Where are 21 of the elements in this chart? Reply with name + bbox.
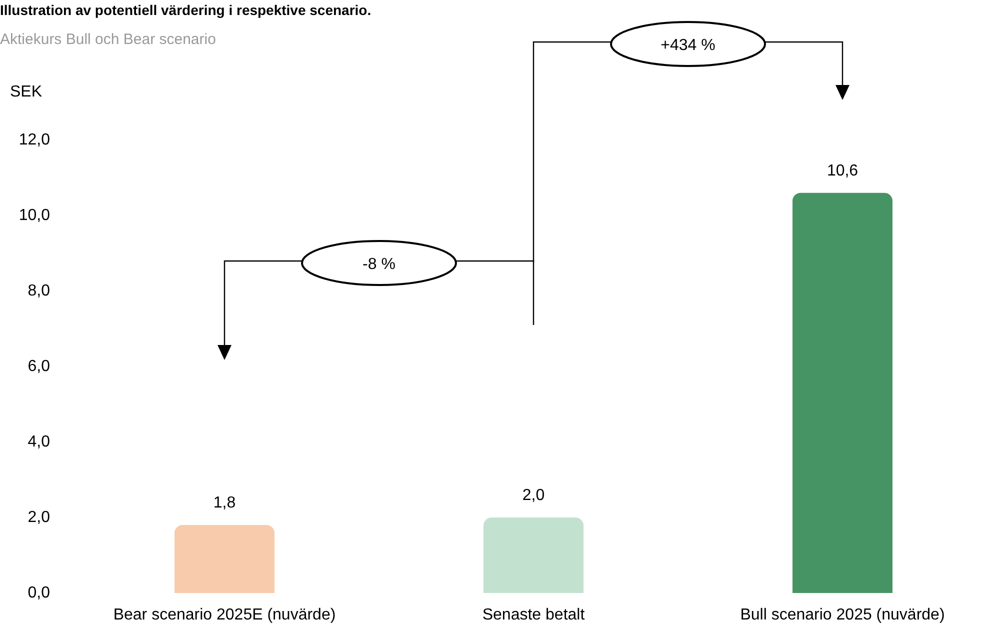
data-label: 1,8	[213, 494, 236, 512]
y-tick-label: 10,0	[18, 207, 50, 224]
y-tick-label: 4,0	[28, 434, 50, 450]
chart-subtitle: Aktiekurs Bull och Bear scenario	[0, 31, 216, 48]
chart-title: Illustration av potentiell värdering i respektive scenario.	[0, 2, 372, 18]
data-label: 2,0	[522, 487, 545, 504]
y-tick-label: 8,0	[28, 282, 50, 300]
bar	[174, 525, 274, 593]
x-tick-label: Bear scenario 2025E (nuvärde)	[113, 606, 336, 624]
text: +434 %	[660, 37, 716, 54]
y-tick-label: 6,0	[28, 358, 50, 375]
y-axis-title: SEK	[10, 84, 42, 100]
bar	[792, 192, 892, 593]
y-tick-label: 2,0	[28, 509, 50, 526]
y-tick-label: 12,0	[18, 132, 50, 148]
data-label: 10,6	[826, 162, 858, 180]
annotation: -8 %	[362, 256, 396, 273]
x-tick-label: Bull scenario 2025 (nuvärde)	[740, 606, 945, 624]
y-tick-label: 0,0	[28, 584, 50, 602]
x-tick-label: Senaste betalt	[482, 606, 586, 624]
bar	[484, 518, 584, 593]
